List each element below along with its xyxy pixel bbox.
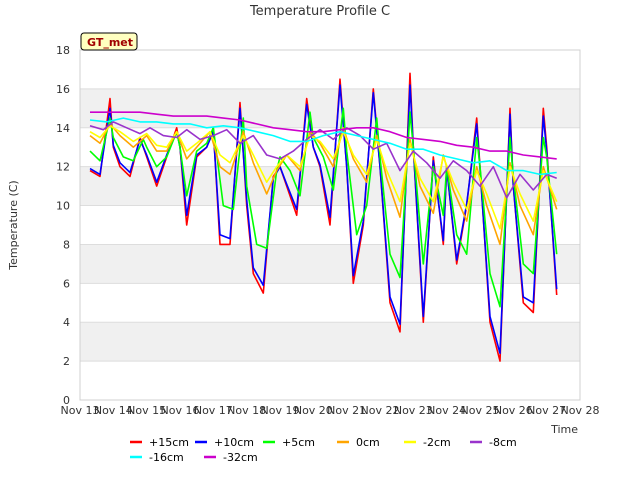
legend-item: +5cm <box>263 436 315 449</box>
x-tick-label: Nov 18 <box>227 404 266 417</box>
y-tick-label: 0 <box>63 394 70 407</box>
y-axis-label: Temperature (C) <box>7 180 20 270</box>
x-tick-label: Nov 27 <box>527 404 566 417</box>
x-tick-label: Nov 22 <box>361 404 400 417</box>
x-tick-label: Nov 28 <box>561 404 600 417</box>
x-tick-label: Nov 20 <box>294 404 333 417</box>
x-tick-label: Nov 25 <box>461 404 500 417</box>
x-tick-label: Nov 15 <box>127 404 166 417</box>
legend-item: +10cm <box>195 436 254 449</box>
x-tick-label: Nov 23 <box>394 404 433 417</box>
y-tick-label: 12 <box>56 161 70 174</box>
legend-item: +15cm <box>130 436 189 449</box>
series-line-32cm <box>90 111 557 160</box>
legend-label: -2cm <box>423 436 451 449</box>
legend-item: -32cm <box>204 451 258 464</box>
legend-label: -16cm <box>149 451 184 464</box>
legend-item: -8cm <box>470 436 517 449</box>
legend-label: -32cm <box>223 451 258 464</box>
y-tick-label: 8 <box>63 238 70 251</box>
x-tick-label: Nov 19 <box>261 404 300 417</box>
chart-title: Temperature Profile C <box>249 4 390 19</box>
plot-area <box>79 49 581 401</box>
x-tick-label: Nov 26 <box>494 404 533 417</box>
legend-label: 0cm <box>356 436 380 449</box>
legend-label: +5cm <box>282 436 315 449</box>
gt-met-badge: GT_met <box>80 32 138 51</box>
badge-label: GT_met <box>87 36 133 49</box>
x-tick-label: Nov 24 <box>427 404 466 417</box>
y-tick-label: 10 <box>56 200 70 213</box>
series-line-8cm <box>89 121 557 199</box>
legend-item: 0cm <box>337 436 380 449</box>
legend: +15cm +10cm +5cm 0cm -2cm -8cm -16cm -32cm <box>130 436 517 464</box>
legend-label: -8cm <box>489 436 517 449</box>
x-tick-label: Nov 14 <box>94 404 133 417</box>
y-tick-label: 16 <box>56 83 70 96</box>
y-axis-ticks: 0 2 4 6 8 10 12 14 16 18 <box>56 44 70 407</box>
y-tick-label: 6 <box>63 277 70 290</box>
legend-label: +10cm <box>214 436 254 449</box>
y-tick-label: 18 <box>56 44 70 57</box>
series-line-5cm <box>89 107 558 308</box>
x-tick-label: Nov 13 <box>61 404 100 417</box>
badge-box <box>80 32 138 51</box>
x-tick-label: Nov 17 <box>194 404 233 417</box>
grid-band <box>80 88 580 128</box>
series-line-2cm <box>89 125 558 230</box>
legend-item: -2cm <box>404 436 451 449</box>
grid-band <box>80 244 580 284</box>
x-tick-label: Nov 16 <box>161 404 200 417</box>
legend-label: +15cm <box>149 436 189 449</box>
y-tick-label: 4 <box>63 316 70 329</box>
y-tick-label: 14 <box>56 122 70 135</box>
x-tick-label: Nov 21 <box>327 404 366 417</box>
series-line-0cm <box>89 123 558 246</box>
x-axis-label: Time <box>550 423 578 436</box>
series-line-16cm <box>89 117 557 176</box>
y-tick-label: 2 <box>63 355 70 368</box>
grid-band <box>80 322 580 362</box>
legend-item: -16cm <box>130 451 184 464</box>
series-lines <box>89 72 558 362</box>
